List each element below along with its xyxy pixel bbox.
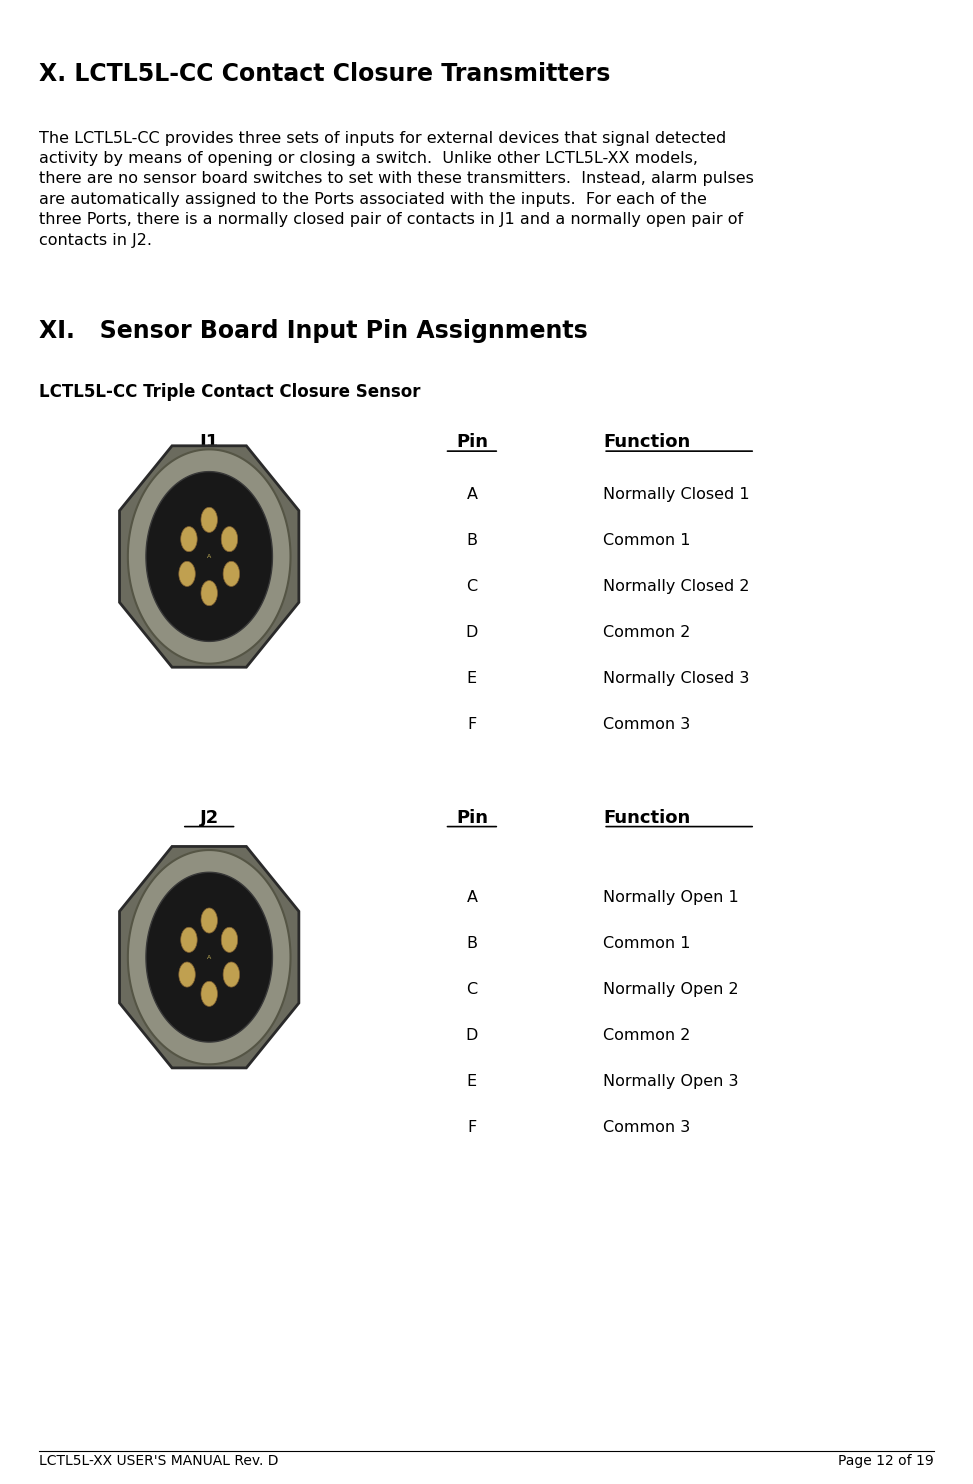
Text: E: E — [467, 1074, 477, 1089]
Text: C: C — [466, 579, 478, 594]
Polygon shape — [120, 445, 299, 668]
Text: A: A — [207, 954, 211, 960]
Text: C: C — [466, 982, 478, 997]
Text: B: B — [466, 533, 478, 548]
Text: Common 2: Common 2 — [603, 1028, 691, 1043]
Text: Common 1: Common 1 — [603, 936, 691, 951]
Text: Common 2: Common 2 — [603, 625, 691, 640]
Text: D: D — [466, 1028, 478, 1043]
Polygon shape — [127, 450, 291, 663]
Polygon shape — [181, 928, 198, 953]
Polygon shape — [223, 962, 239, 987]
Polygon shape — [146, 472, 272, 641]
Text: Normally Closed 1: Normally Closed 1 — [603, 487, 750, 502]
Text: J2: J2 — [199, 809, 219, 827]
Text: XI.   Sensor Board Input Pin Assignments: XI. Sensor Board Input Pin Assignments — [39, 319, 588, 343]
Text: A: A — [466, 890, 478, 905]
Text: Function: Function — [603, 433, 691, 451]
Text: Page 12 of 19: Page 12 of 19 — [839, 1454, 934, 1468]
Text: Pin: Pin — [456, 809, 487, 827]
Text: E: E — [467, 671, 477, 686]
Text: X. LCTL5L-CC Contact Closure Transmitters: X. LCTL5L-CC Contact Closure Transmitter… — [39, 62, 610, 86]
Text: F: F — [467, 1120, 477, 1135]
Polygon shape — [201, 580, 217, 605]
Text: Common 3: Common 3 — [603, 717, 691, 732]
Polygon shape — [223, 561, 239, 586]
Text: LCTL5L-CC Triple Contact Closure Sensor: LCTL5L-CC Triple Contact Closure Sensor — [39, 383, 420, 401]
Text: Common 3: Common 3 — [603, 1120, 691, 1135]
Text: F: F — [467, 717, 477, 732]
Text: Common 1: Common 1 — [603, 533, 691, 548]
Text: J1: J1 — [199, 433, 219, 451]
Text: Pin: Pin — [456, 433, 487, 451]
Text: D: D — [466, 625, 478, 640]
Text: Function: Function — [603, 809, 691, 827]
Text: Normally Closed 3: Normally Closed 3 — [603, 671, 749, 686]
Polygon shape — [201, 508, 217, 533]
Polygon shape — [201, 981, 217, 1006]
Text: A: A — [466, 487, 478, 502]
Text: B: B — [466, 936, 478, 951]
Text: A: A — [207, 554, 211, 559]
Polygon shape — [221, 928, 237, 953]
Text: Normally Open 2: Normally Open 2 — [603, 982, 739, 997]
Polygon shape — [179, 561, 196, 586]
Polygon shape — [179, 962, 196, 987]
Text: LCTL5L-XX USER'S MANUAL Rev. D: LCTL5L-XX USER'S MANUAL Rev. D — [39, 1454, 278, 1468]
Polygon shape — [127, 850, 291, 1064]
Polygon shape — [201, 908, 217, 933]
Polygon shape — [221, 527, 237, 552]
Polygon shape — [120, 846, 299, 1068]
Text: Normally Closed 2: Normally Closed 2 — [603, 579, 750, 594]
Text: Normally Open 1: Normally Open 1 — [603, 890, 739, 905]
Polygon shape — [181, 527, 198, 552]
Polygon shape — [146, 873, 272, 1042]
Text: Normally Open 3: Normally Open 3 — [603, 1074, 739, 1089]
Text: The LCTL5L-CC provides three sets of inputs for external devices that signal det: The LCTL5L-CC provides three sets of inp… — [39, 131, 754, 248]
